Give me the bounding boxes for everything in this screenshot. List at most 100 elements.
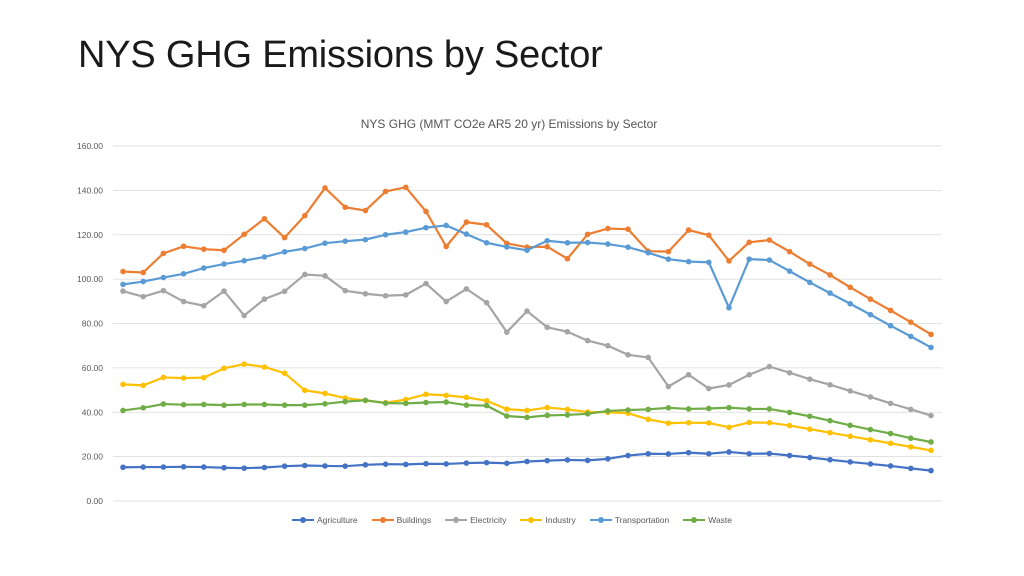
data-point-industry: [766, 419, 773, 426]
data-point-agriculture: [605, 456, 611, 462]
data-point-electricity: [524, 308, 530, 314]
data-point-buildings: [281, 234, 288, 241]
data-point-waste: [483, 402, 490, 409]
data-point-transportation: [382, 231, 389, 238]
data-point-waste: [261, 401, 268, 408]
y-tick-label: 40.00: [82, 407, 104, 417]
data-point-waste: [382, 400, 389, 406]
data-point-buildings: [120, 268, 126, 275]
data-point-transportation: [786, 268, 793, 274]
legend-swatch-marker: [379, 517, 386, 523]
data-point-agriculture: [746, 450, 752, 457]
data-point-electricity: [120, 288, 126, 294]
data-point-industry: [564, 406, 571, 413]
data-point-electricity: [605, 342, 611, 349]
data-point-electricity: [827, 381, 833, 388]
data-point-transportation: [281, 249, 288, 255]
data-point-electricity: [887, 400, 894, 407]
data-point-waste: [221, 402, 227, 408]
data-point-electricity: [483, 299, 490, 306]
data-point-electricity: [726, 382, 732, 388]
legend-item-electricity: Electricity: [445, 515, 506, 525]
data-point-waste: [887, 430, 894, 437]
legend-item-industry: Industry: [520, 515, 576, 525]
data-point-electricity: [362, 290, 369, 297]
data-point-transportation: [120, 281, 126, 288]
data-point-transportation: [625, 244, 631, 250]
data-point-electricity: [564, 328, 571, 335]
series-markers: [120, 184, 934, 474]
data-point-electricity: [685, 371, 692, 378]
data-point-buildings: [887, 307, 894, 314]
data-point-transportation: [544, 237, 550, 244]
data-point-electricity: [625, 351, 631, 358]
legend-label: Agriculture: [316, 515, 358, 525]
data-point-waste: [362, 397, 369, 404]
data-point-agriculture: [281, 463, 288, 469]
data-point-industry: [140, 382, 146, 389]
y-axis-labels: 0.00 20.00 40.00 60.00 80.00 100.00 120.00 140.…: [77, 141, 103, 506]
legend-label: Electricity: [470, 515, 507, 525]
data-point-industry: [201, 374, 207, 381]
data-point-industry: [160, 374, 167, 381]
legend-swatch: [683, 515, 706, 525]
data-point-buildings: [706, 232, 712, 238]
data-point-agriculture: [322, 463, 328, 469]
data-point-electricity: [463, 286, 470, 292]
data-point-waste: [463, 402, 470, 408]
y-tick-label: 120.00: [77, 230, 103, 240]
data-point-agriculture: [564, 457, 571, 463]
data-point-agriculture: [140, 464, 146, 470]
legend-swatch-marker: [528, 517, 535, 523]
data-point-industry: [746, 419, 752, 426]
data-point-electricity: [807, 376, 813, 382]
data-point-industry: [463, 394, 470, 401]
data-point-agriculture: [180, 464, 187, 470]
y-tick-label: 20.00: [82, 452, 104, 462]
data-point-buildings: [180, 243, 187, 250]
data-point-waste: [746, 406, 752, 412]
legend-swatch: [291, 515, 314, 525]
data-point-buildings: [807, 261, 813, 267]
data-point-industry: [847, 433, 853, 440]
y-tick-label: 100.00: [77, 274, 103, 284]
data-point-waste: [807, 413, 813, 420]
data-point-transportation: [261, 254, 268, 260]
data-point-agriculture: [221, 464, 227, 471]
data-point-electricity: [584, 337, 591, 344]
data-point-waste: [665, 405, 672, 411]
data-point-agriculture: [786, 452, 793, 459]
data-point-industry: [524, 407, 530, 414]
data-point-transportation: [524, 247, 530, 254]
data-point-waste: [180, 401, 187, 408]
data-point-agriculture: [847, 459, 853, 465]
legend-swatch: [589, 515, 612, 525]
data-point-transportation: [847, 300, 853, 307]
data-point-electricity: [261, 296, 268, 302]
data-point-waste: [564, 412, 571, 418]
data-point-transportation: [443, 222, 450, 229]
data-point-transportation: [322, 240, 328, 246]
data-point-electricity: [221, 288, 227, 294]
data-point-industry: [504, 406, 510, 412]
data-point-industry: [302, 387, 308, 394]
data-point-electricity: [342, 287, 349, 294]
data-point-buildings: [564, 255, 571, 262]
data-point-electricity: [382, 292, 389, 299]
data-point-transportation: [140, 278, 146, 285]
chart-title-text: NYS GHG (MMT CO2e AR5 20 yr) Emissions b…: [360, 117, 658, 131]
data-point-agriculture: [362, 462, 369, 468]
data-point-buildings: [605, 225, 611, 232]
data-point-waste: [524, 414, 530, 421]
data-point-electricity: [403, 292, 409, 298]
data-point-buildings: [241, 231, 247, 238]
data-point-agriculture: [524, 458, 530, 465]
data-point-buildings: [403, 184, 409, 191]
data-point-industry: [827, 429, 833, 436]
data-point-electricity: [180, 298, 187, 305]
data-point-waste: [786, 409, 793, 416]
legend-swatch: [371, 515, 394, 525]
data-point-industry: [685, 419, 692, 426]
y-tick-label: 80.00: [82, 319, 104, 329]
